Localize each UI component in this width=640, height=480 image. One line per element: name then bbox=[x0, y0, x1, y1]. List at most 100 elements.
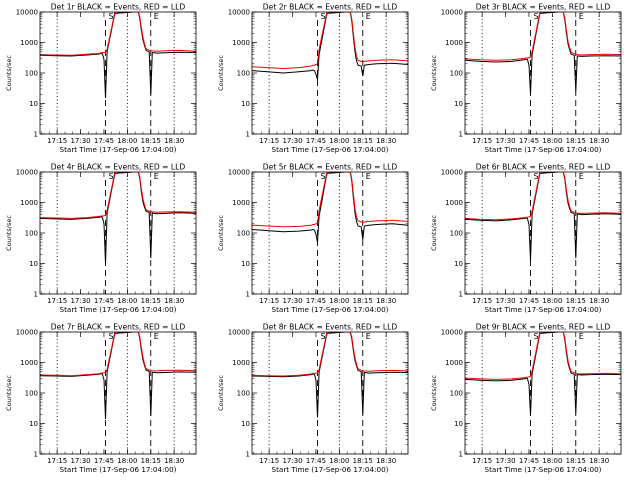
y-tick-label: 10 bbox=[454, 100, 463, 108]
chart-title: Det 5r BLACK = Events, RED = LLD bbox=[263, 163, 398, 172]
y-tick-label: 1000 bbox=[20, 199, 38, 207]
x-tick-label: 18:15 bbox=[566, 137, 586, 145]
y-axis-label: Counts/sec bbox=[430, 375, 438, 411]
x-tick-label: 18:15 bbox=[353, 297, 373, 305]
events-series-line bbox=[40, 12, 196, 99]
x-tick-label: 18:00 bbox=[542, 457, 562, 465]
lld-series-line bbox=[40, 172, 196, 219]
chart-title: Det 4r BLACK = Events, RED = LLD bbox=[51, 163, 186, 172]
x-tick-label: 17:30 bbox=[70, 297, 90, 305]
end-marker-label: E bbox=[579, 332, 584, 341]
y-axis-label: Counts/sec bbox=[217, 215, 225, 251]
x-tick-label: 18:15 bbox=[566, 297, 586, 305]
y-tick-label: 10000 bbox=[228, 329, 250, 337]
events-series-line bbox=[40, 172, 196, 264]
events-series-line bbox=[465, 172, 621, 262]
y-tick-label: 1000 bbox=[445, 199, 463, 207]
x-tick-label: 17:30 bbox=[282, 457, 302, 465]
y-tick-label: 10000 bbox=[441, 9, 463, 17]
y-tick-label: 10000 bbox=[16, 9, 38, 17]
x-tick-label: 18:15 bbox=[141, 457, 161, 465]
lld-series-line bbox=[252, 332, 408, 377]
y-tick-label: 1000 bbox=[232, 359, 250, 367]
x-tick-label: 17:15 bbox=[472, 457, 492, 465]
x-tick-label: 18:00 bbox=[329, 137, 349, 145]
x-tick-label: 17:45 bbox=[94, 457, 114, 465]
start-marker-label: S bbox=[109, 332, 114, 341]
events-series-line bbox=[465, 12, 621, 95]
x-tick-label: 18:00 bbox=[117, 457, 137, 465]
x-tick-label: 17:15 bbox=[47, 297, 67, 305]
x-axis-label: Start Time (17-Sep-06 17:04:00) bbox=[272, 145, 389, 154]
start-marker-label: S bbox=[534, 172, 539, 181]
x-tick-label: 17:15 bbox=[47, 137, 67, 145]
x-axis-label: Start Time (17-Sep-06 17:04:00) bbox=[272, 465, 389, 474]
x-tick-label: 17:30 bbox=[282, 137, 302, 145]
end-marker-label: E bbox=[154, 332, 159, 341]
x-axis-label: Start Time (17-Sep-06 17:04:00) bbox=[60, 465, 177, 474]
end-marker-label: E bbox=[366, 332, 371, 341]
end-marker-label: E bbox=[154, 12, 159, 21]
start-marker-label: S bbox=[109, 12, 114, 21]
y-tick-label: 10000 bbox=[16, 169, 38, 177]
start-marker-label: S bbox=[109, 172, 114, 181]
y-tick-label: 10000 bbox=[16, 329, 38, 337]
y-tick-label: 100 bbox=[25, 390, 38, 398]
plot-frame bbox=[251, 331, 409, 455]
x-tick-label: 18:00 bbox=[329, 457, 349, 465]
y-tick-label: 1000 bbox=[445, 39, 463, 47]
x-tick-label: 18:15 bbox=[353, 137, 373, 145]
x-tick-label: 18:00 bbox=[542, 137, 562, 145]
y-tick-label: 100 bbox=[237, 390, 250, 398]
y-tick-label: 10 bbox=[241, 260, 250, 268]
x-tick-label: 17:15 bbox=[259, 297, 279, 305]
y-tick-label: 1 bbox=[246, 291, 250, 299]
x-tick-label: 18:00 bbox=[329, 297, 349, 305]
x-tick-label: 17:15 bbox=[472, 297, 492, 305]
x-tick-label: 17:45 bbox=[519, 137, 539, 145]
x-axis-label: Start Time (17-Sep-06 17:04:00) bbox=[60, 305, 177, 314]
y-tick-label: 100 bbox=[450, 390, 463, 398]
y-tick-label: 100 bbox=[450, 230, 463, 238]
x-tick-label: 18:15 bbox=[141, 297, 161, 305]
y-tick-label: 100 bbox=[25, 70, 38, 78]
y-tick-label: 100 bbox=[450, 70, 463, 78]
chart-title: Det 3r BLACK = Events, RED = LLD bbox=[476, 3, 611, 12]
x-tick-label: 18:30 bbox=[589, 297, 609, 305]
y-tick-label: 1 bbox=[34, 291, 38, 299]
x-tick-label: 18:30 bbox=[376, 457, 396, 465]
y-tick-label: 10000 bbox=[441, 169, 463, 177]
x-tick-label: 17:45 bbox=[519, 297, 539, 305]
x-tick-label: 18:00 bbox=[117, 297, 137, 305]
x-tick-label: 17:45 bbox=[306, 297, 326, 305]
plot-frame bbox=[464, 11, 622, 135]
y-tick-label: 1 bbox=[246, 451, 250, 459]
x-tick-label: 18:30 bbox=[164, 137, 184, 145]
y-tick-label: 10 bbox=[454, 260, 463, 268]
y-axis-label: Counts/sec bbox=[430, 215, 438, 251]
plot-frame bbox=[39, 11, 197, 135]
y-tick-label: 1 bbox=[246, 131, 250, 139]
start-marker-label: S bbox=[534, 332, 539, 341]
y-tick-label: 10 bbox=[241, 420, 250, 428]
x-tick-label: 17:30 bbox=[495, 297, 515, 305]
y-axis-label: Counts/sec bbox=[217, 375, 225, 411]
lld-series-line bbox=[40, 332, 196, 377]
x-axis-label: Start Time (17-Sep-06 17:04:00) bbox=[272, 305, 389, 314]
x-axis-label: Start Time (17-Sep-06 17:04:00) bbox=[485, 145, 602, 154]
x-tick-label: 18:30 bbox=[164, 457, 184, 465]
chart-title: Det 9r BLACK = Events, RED = LLD bbox=[476, 323, 611, 332]
lld-series-line bbox=[465, 332, 621, 380]
x-tick-label: 17:45 bbox=[519, 457, 539, 465]
y-tick-label: 10 bbox=[29, 260, 38, 268]
x-tick-label: 17:45 bbox=[306, 457, 326, 465]
x-axis-label: Start Time (17-Sep-06 17:04:00) bbox=[485, 305, 602, 314]
